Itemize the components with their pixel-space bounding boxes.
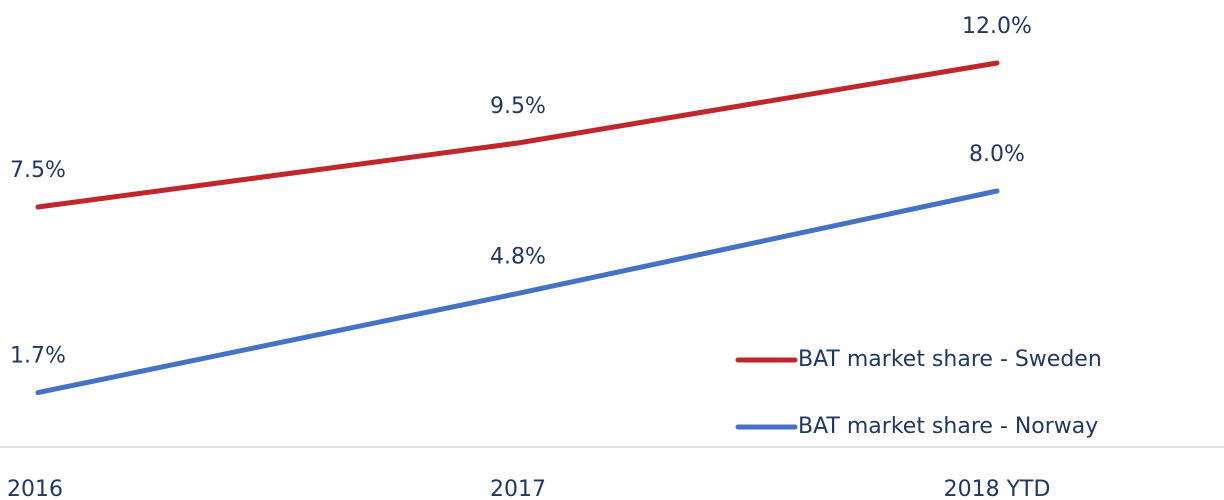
data-label: 1.7% — [10, 344, 66, 369]
data-label: 8.0% — [969, 142, 1025, 167]
x-tick-label: 2017 — [490, 477, 546, 500]
series-line — [35, 60, 1000, 210]
data-label: 12.0% — [962, 14, 1032, 39]
data-label: 4.8% — [490, 244, 546, 269]
series-line — [35, 188, 1000, 396]
data-label: 7.5% — [10, 158, 66, 183]
legend-label: BAT market share - Norway — [798, 414, 1098, 439]
x-tick-label: 2016 — [7, 477, 63, 500]
data-label: 9.5% — [490, 94, 546, 119]
x-tick-label: 2018 YTD — [944, 477, 1051, 500]
legend-label: BAT market share - Sweden — [798, 347, 1102, 372]
